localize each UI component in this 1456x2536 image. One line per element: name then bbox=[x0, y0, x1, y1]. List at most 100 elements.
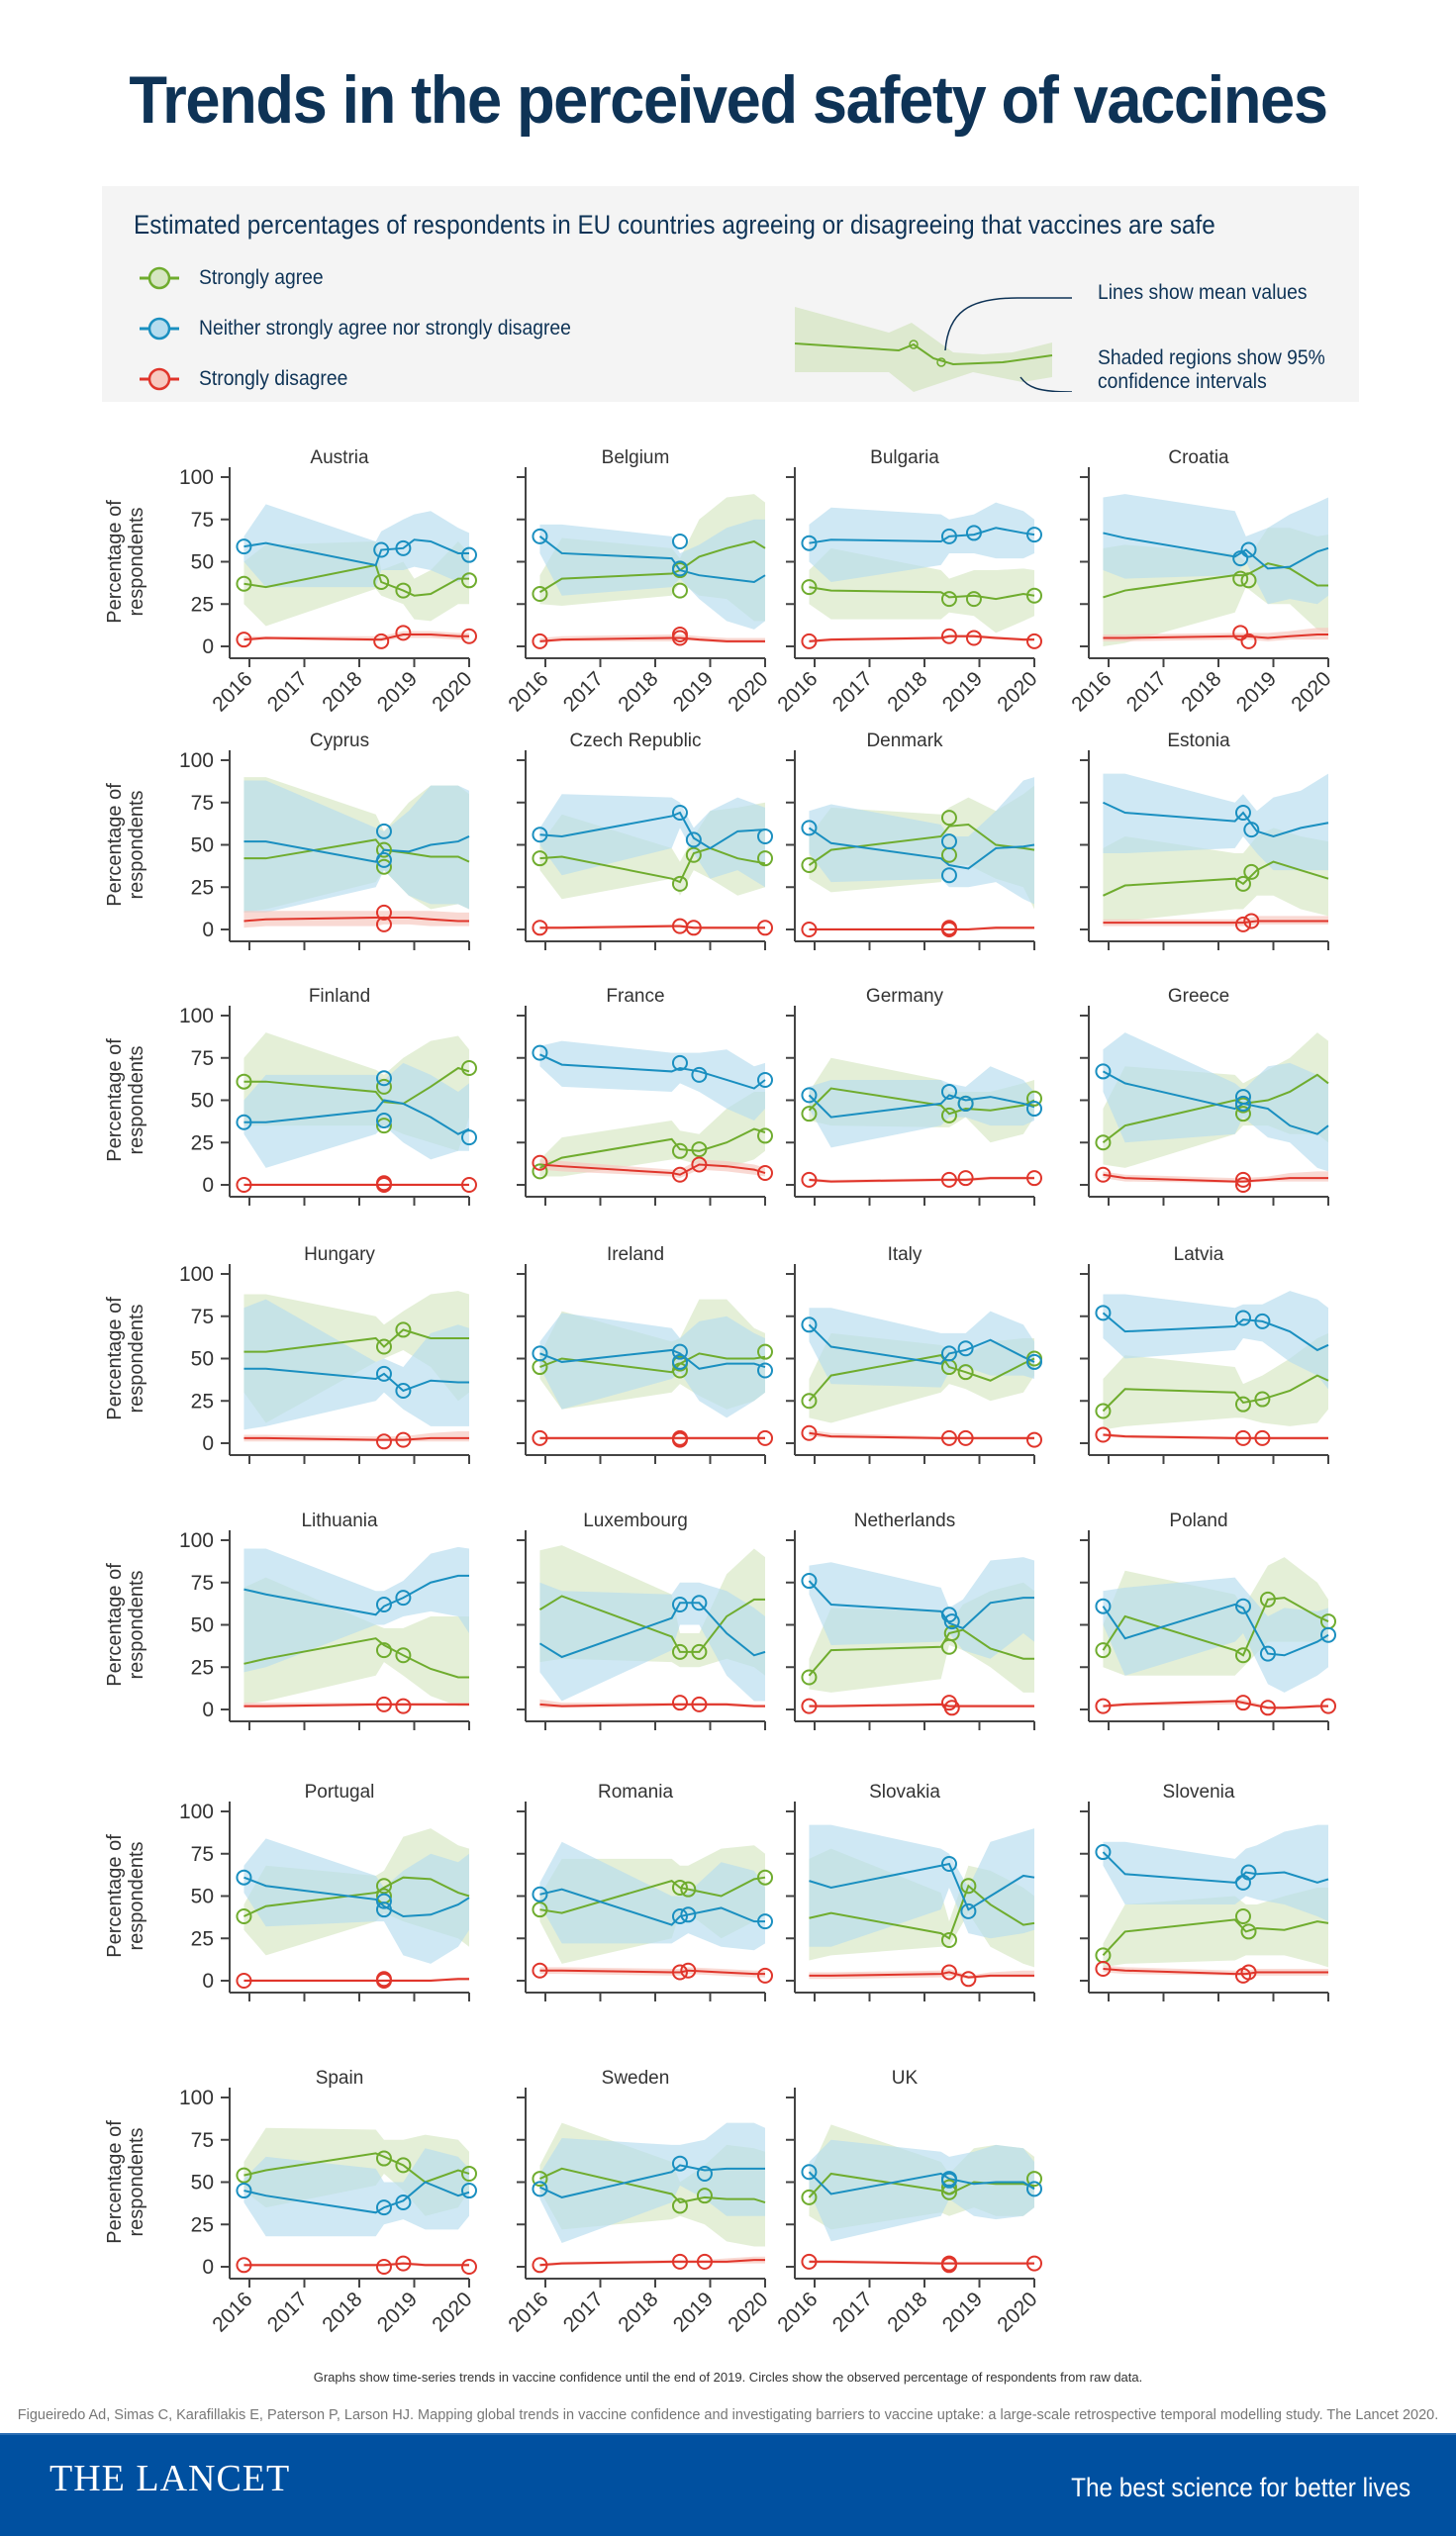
observation-marker-agree bbox=[1095, 1403, 1112, 1419]
mean-line-agree bbox=[808, 1353, 1035, 1402]
mean-line-disagree bbox=[809, 2260, 1034, 2265]
observation-marker-disagree bbox=[940, 1429, 957, 1446]
country-panel-luxembourg: Luxembourg bbox=[517, 1511, 766, 1730]
x-tick-label: 2019 bbox=[373, 667, 422, 716]
panel-title: Latvia bbox=[1174, 1244, 1224, 1265]
legend-item-neither: Neither strongly agree nor strongly disa… bbox=[138, 314, 604, 343]
confidence-band-neither bbox=[243, 1838, 469, 1964]
observation-marker-neither bbox=[671, 533, 688, 549]
observation-marker-agree bbox=[461, 1060, 477, 1077]
legend-marker-green-icon bbox=[140, 266, 179, 290]
country-panel-latvia: Latvia bbox=[1080, 1244, 1329, 1464]
observation-marker-disagree bbox=[940, 1964, 957, 1981]
y-axis-label: respondents bbox=[126, 790, 147, 899]
mean-line-neither bbox=[243, 538, 469, 567]
observation-marker-disagree bbox=[532, 1962, 548, 1979]
y-tick-label: 0 bbox=[202, 1970, 214, 1993]
y-axis-label: Percentage of bbox=[104, 1297, 126, 1420]
observation-marker-disagree bbox=[1026, 1431, 1042, 1448]
panel-title: Bulgaria bbox=[870, 447, 939, 468]
mean-line-agree bbox=[808, 1087, 1035, 1116]
mean-line-disagree bbox=[539, 636, 765, 642]
confidence-band-neither bbox=[539, 1313, 765, 1418]
confidence-band-agree bbox=[539, 1091, 765, 1177]
x-tick-label: 2019 bbox=[669, 2288, 718, 2336]
observation-marker-agree bbox=[1240, 572, 1257, 589]
observation-marker-neither bbox=[691, 1595, 708, 1611]
y-tick-label: 100 bbox=[179, 1529, 214, 1552]
mean-line-neither bbox=[1103, 532, 1329, 570]
observation-marker-disagree bbox=[1026, 2255, 1042, 2272]
observation-marker-agree bbox=[236, 2167, 252, 2184]
observation-marker-agree bbox=[801, 2189, 818, 2205]
country-panel-croatia: Croatia 2016 2017 2018 2019 2020 bbox=[1067, 447, 1335, 717]
observation-marker-neither bbox=[375, 2199, 392, 2216]
observation-marker-agree bbox=[691, 1643, 708, 1660]
observation-marker-neither bbox=[461, 546, 477, 563]
observation-marker-agree bbox=[757, 1127, 773, 1144]
observation-marker-neither bbox=[1234, 805, 1251, 822]
observation-marker-disagree bbox=[1026, 1170, 1042, 1187]
mean-line-agree bbox=[808, 2172, 1035, 2198]
mean-line-disagree bbox=[1103, 1433, 1328, 1439]
observation-marker-disagree bbox=[1243, 913, 1260, 929]
x-tick-label: 2020 bbox=[724, 667, 772, 716]
observation-marker-neither bbox=[801, 820, 818, 836]
panel-title: Belgium bbox=[602, 447, 670, 468]
mean-line-agree bbox=[538, 1595, 765, 1653]
confidence-band-neither bbox=[243, 780, 469, 913]
legend-heading: Estimated percentages of respondents in … bbox=[134, 210, 1215, 240]
observation-marker-neither bbox=[671, 2155, 688, 2172]
observation-marker-disagree bbox=[1234, 1177, 1251, 1193]
observation-marker-disagree bbox=[957, 1170, 974, 1187]
country-panel-bulgaria: Bulgaria 2016 2017 2018 2019 2020 bbox=[773, 447, 1042, 717]
country-panel-denmark: Denmark bbox=[786, 731, 1035, 950]
observation-marker-agree bbox=[940, 591, 957, 608]
observation-marker-neither bbox=[801, 1317, 818, 1333]
observation-marker-disagree bbox=[691, 1156, 708, 1173]
lancet-logo[interactable]: THE LANCET bbox=[49, 2458, 291, 2499]
x-tick-label: 2018 bbox=[318, 667, 366, 716]
x-tick-label: 2016 bbox=[208, 667, 256, 716]
mean-line-agree bbox=[809, 586, 1035, 601]
observation-marker-agree bbox=[940, 2179, 957, 2195]
observation-marker-agree bbox=[1234, 1908, 1251, 1925]
mean-line-disagree bbox=[809, 634, 1034, 642]
observation-marker-neither bbox=[532, 1345, 548, 1362]
observation-marker-neither bbox=[671, 1353, 688, 1370]
y-tick-label: 100 bbox=[179, 1263, 214, 1286]
observation-marker-neither bbox=[1234, 1598, 1251, 1614]
y-tick-label: 75 bbox=[191, 792, 214, 815]
observation-marker-agree bbox=[1234, 1106, 1251, 1122]
x-tick-label: 2019 bbox=[938, 2288, 987, 2336]
y-tick-label: 25 bbox=[191, 876, 214, 899]
x-tick-label: 2019 bbox=[373, 2288, 422, 2336]
mean-line-neither bbox=[539, 1888, 765, 1926]
observation-marker-agree bbox=[236, 1073, 252, 1090]
y-tick-label: 75 bbox=[191, 1047, 214, 1070]
y-axis-label: respondents bbox=[126, 1841, 147, 1950]
x-tick-label: 2019 bbox=[1232, 667, 1281, 716]
observation-marker-neither bbox=[1320, 1626, 1336, 1643]
mean-line-neither bbox=[808, 1094, 1035, 1119]
observation-marker-neither bbox=[801, 1573, 818, 1590]
legend-item-strongly-agree: Strongly agree bbox=[138, 263, 335, 293]
observation-marker-neither bbox=[940, 833, 957, 850]
panel-title: Germany bbox=[866, 986, 944, 1007]
observation-marker-agree bbox=[532, 2171, 548, 2188]
confidence-band-neither bbox=[809, 1308, 1034, 1388]
country-panel-cyprus: Cyprus 0 25 50 75 100 Percentage of respondents bbox=[104, 731, 470, 950]
observation-marker-neither bbox=[1026, 1353, 1042, 1370]
mean-line-neither bbox=[539, 1348, 766, 1370]
observation-marker-disagree bbox=[940, 2257, 957, 2274]
panel-title: Austria bbox=[310, 447, 369, 468]
observation-marker-agree bbox=[1254, 1391, 1271, 1408]
mean-line-agree bbox=[1102, 1374, 1329, 1413]
panel-title: Luxembourg bbox=[583, 1511, 688, 1531]
observation-marker-agree bbox=[1240, 1923, 1257, 1940]
observation-marker-agree bbox=[1259, 1591, 1276, 1608]
observation-marker-neither bbox=[236, 1114, 252, 1130]
x-tick-label: 2017 bbox=[263, 667, 312, 716]
observation-marker-neither bbox=[1234, 1310, 1251, 1326]
mean-line-neither bbox=[1102, 1603, 1329, 1657]
